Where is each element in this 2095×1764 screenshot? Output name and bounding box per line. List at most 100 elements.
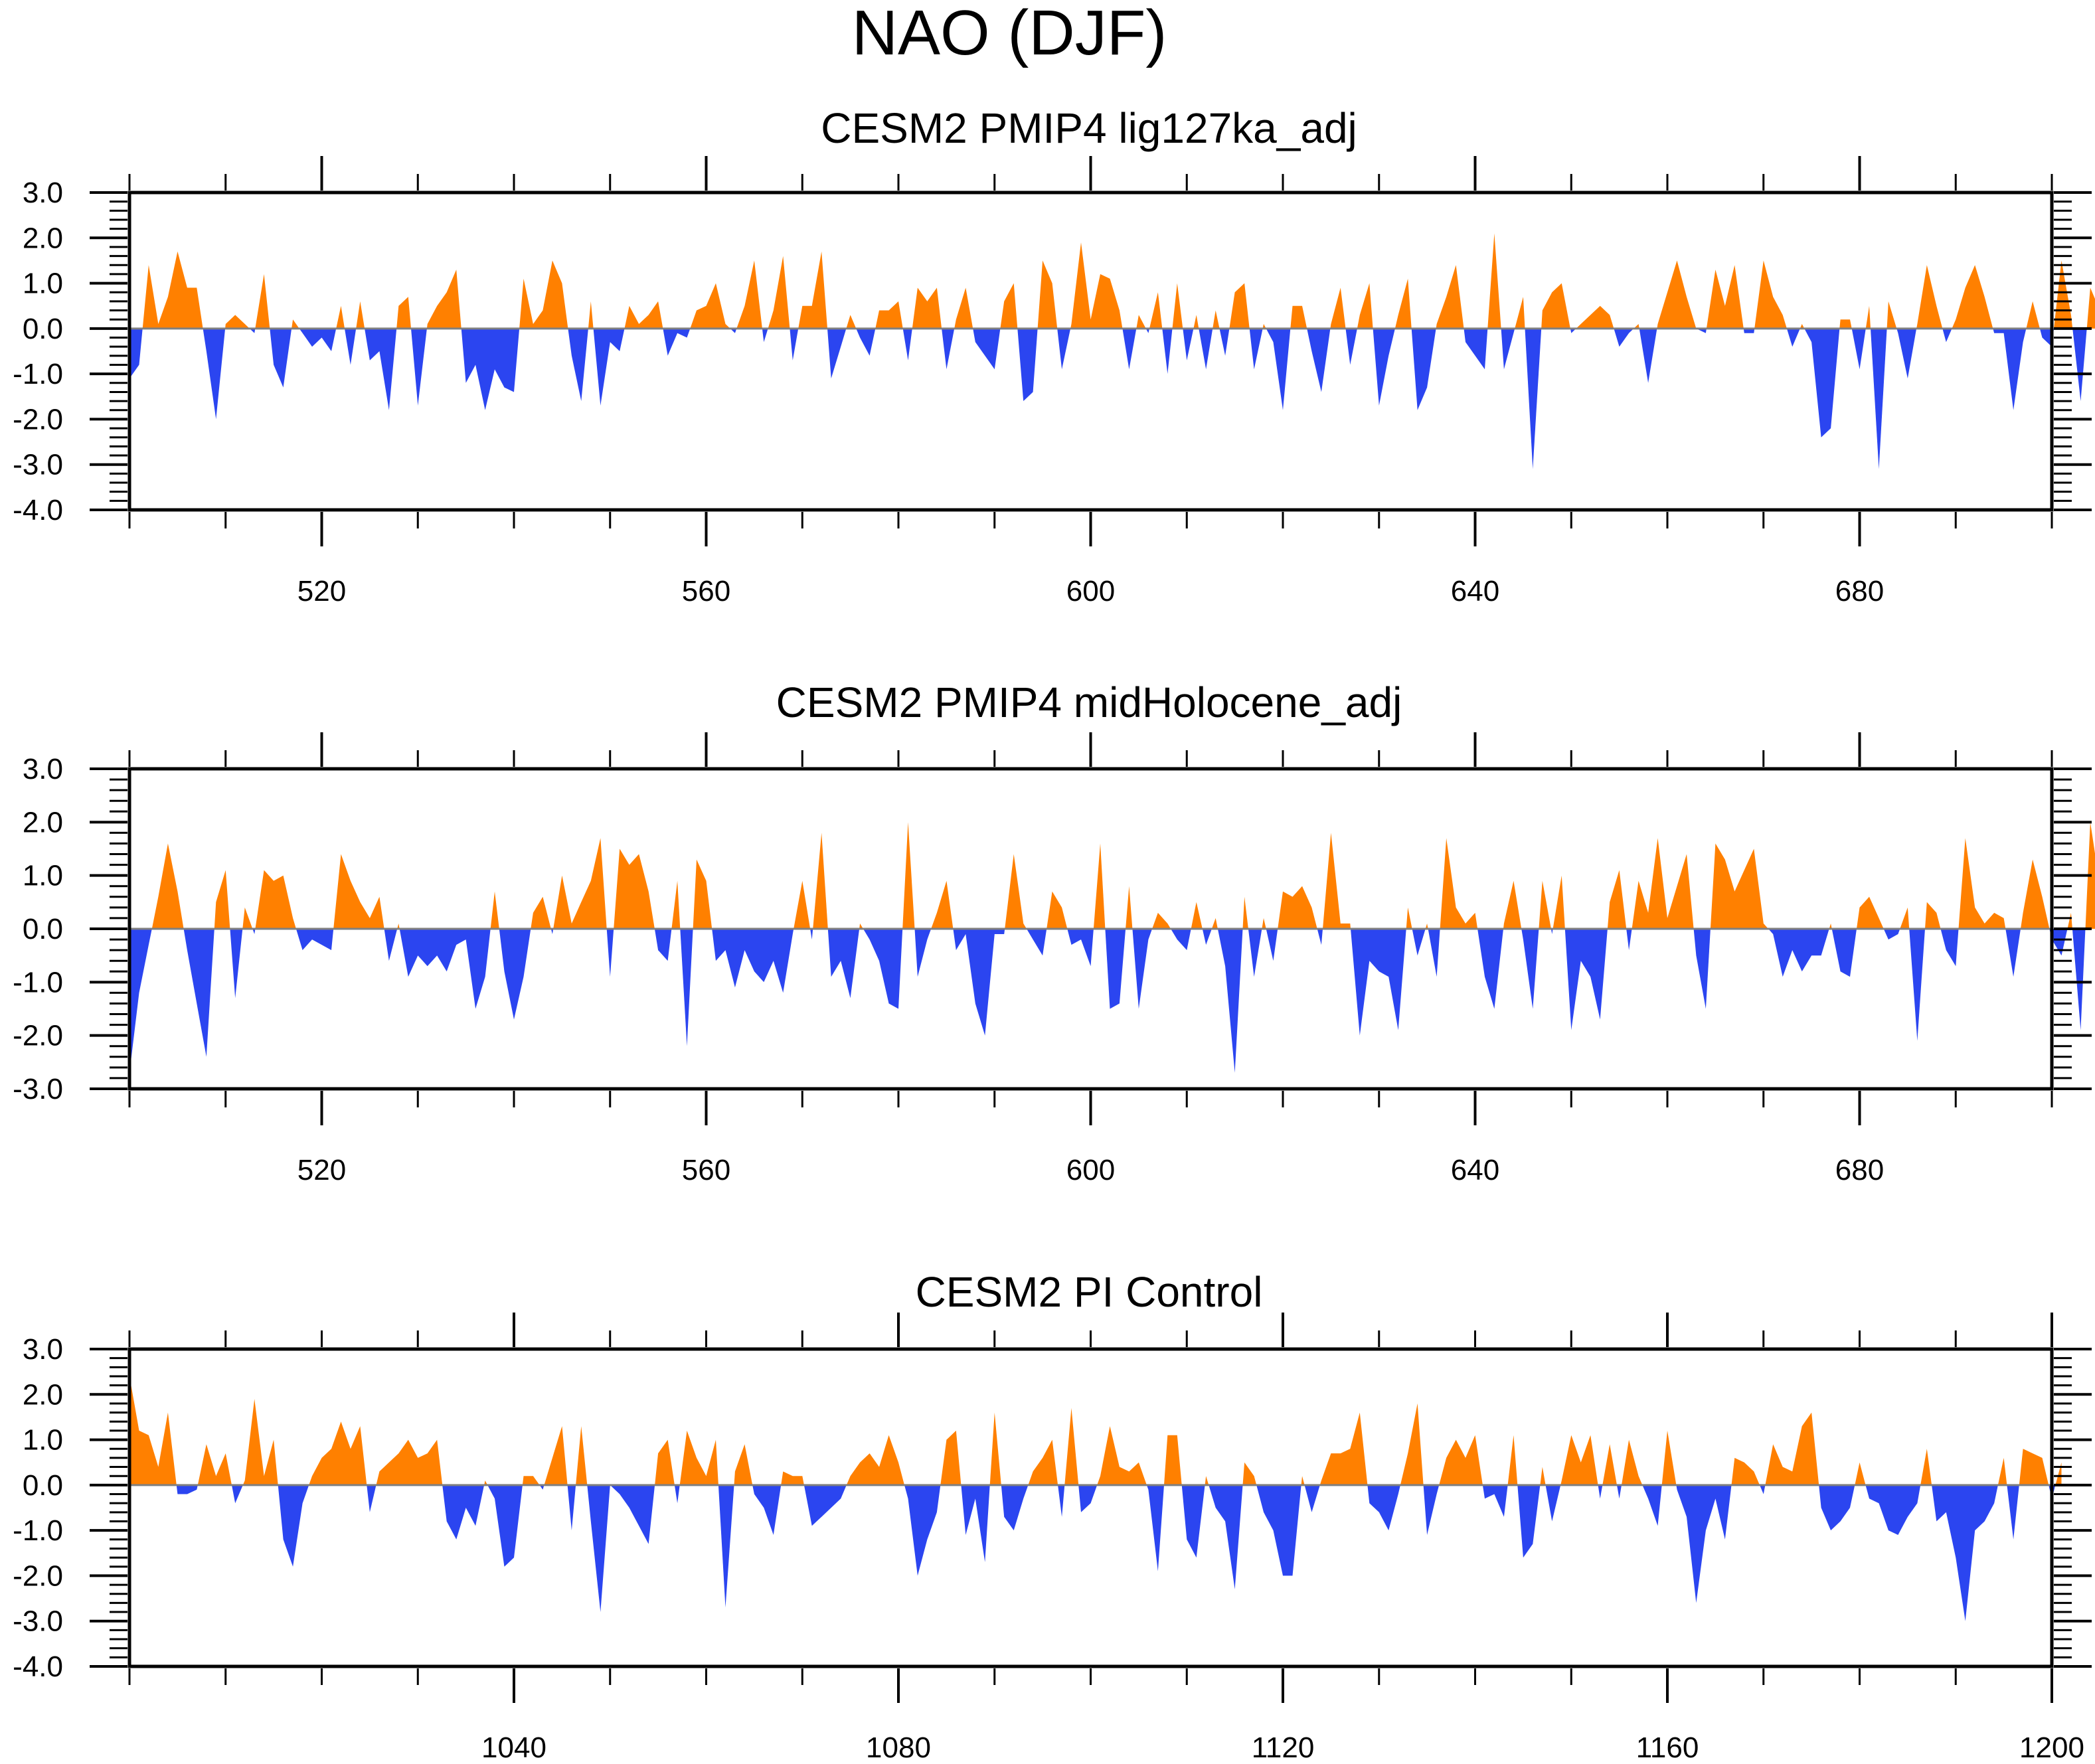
y-tick-label: 3.0: [23, 1333, 63, 1366]
negative-area-segment: [680, 929, 693, 1046]
negative-area-segment: [1909, 929, 1925, 1041]
negative-area-segment: [718, 1484, 734, 1608]
positive-area-segment: [931, 880, 954, 929]
positive-area-segment: [1290, 305, 1307, 329]
positive-area-segment: [1515, 297, 1525, 329]
negative-area-segment: [856, 328, 876, 356]
positive-area-segment: [426, 270, 461, 329]
negative-area-segment: [1209, 1484, 1243, 1589]
x-tick-label: 600: [1066, 1154, 1115, 1186]
negative-area-segment: [1078, 1484, 1098, 1512]
x-tick-label: 1200: [2019, 1731, 2084, 1764]
negative-area-segment: [1307, 328, 1331, 392]
panel-title-pi-control: CESM2 PI Control: [916, 1268, 1263, 1316]
positive-area-segment: [1539, 880, 1551, 929]
negative-area-segment: [1132, 929, 1153, 1009]
positive-area-segment: [519, 260, 568, 329]
positive-area-segment: [1661, 1430, 1677, 1485]
positive-area-segment: [214, 870, 230, 929]
positive-area-segment: [1172, 283, 1183, 329]
positive-area-segment: [1191, 902, 1203, 929]
y-tick-label: 0.0: [23, 1469, 63, 1502]
positive-area-segment: [1439, 1435, 1483, 1485]
negative-area-segment: [961, 1484, 990, 1562]
negative-area-segment: [1001, 1484, 1029, 1531]
positive-area-segment: [1634, 324, 1639, 329]
positive-area-segment: [655, 1439, 675, 1485]
negative-area-segment: [203, 328, 226, 420]
positive-area-segment: [376, 1439, 443, 1485]
negative-area-segment: [1351, 929, 1406, 1036]
negative-area-segment: [1146, 1484, 1164, 1571]
y-tick-label: -3.0: [13, 1605, 63, 1638]
positive-area-segment: [1997, 1457, 2007, 1485]
negative-area-segment: [1871, 328, 1887, 469]
y-tick-label: 1.0: [23, 268, 63, 300]
negative-area-segment: [1626, 929, 1632, 951]
negative-area-segment: [1525, 328, 1542, 469]
positive-area-segment: [624, 301, 663, 329]
positive-area-segment: [940, 1430, 962, 1485]
x-tick-label: 1120: [1252, 1731, 1315, 1764]
negative-area-segment: [942, 328, 955, 370]
positive-area-segment: [1262, 324, 1266, 329]
negative-area-segment: [1202, 929, 1212, 945]
negative-area-segment: [1199, 328, 1213, 370]
positive-area-segment: [1213, 310, 1220, 329]
negative-area-segment: [1598, 1484, 1603, 1499]
x-tick-label: 640: [1451, 1154, 1499, 1186]
panel-title-lig127ka: CESM2 PMIP4 lig127ka_adj: [821, 104, 1357, 152]
y-tick-label: 2.0: [23, 1378, 63, 1411]
positive-area-segment: [242, 1399, 278, 1485]
positive-area-segment: [356, 301, 365, 329]
negative-area-segment: [953, 929, 1005, 1036]
negative-area-segment: [863, 929, 903, 1009]
negative-area-segment: [1642, 1484, 1662, 1526]
negative-area-segment: [730, 328, 737, 333]
negative-area-segment: [1639, 328, 1657, 383]
positive-area-segment: [1262, 918, 1266, 929]
positive-area-segment: [1097, 1426, 1147, 1485]
positive-area-segment: [1330, 287, 1346, 329]
y-tick-label: -1.0: [13, 1514, 63, 1547]
negative-area-segment: [1477, 929, 1503, 1009]
negative-area-segment: [1266, 929, 1278, 961]
positive-area-segment: [1602, 1444, 1617, 1485]
x-tick-label: 680: [1835, 575, 1884, 607]
positive-area-segment: [1242, 1462, 1257, 1485]
positive-area-segment: [1193, 315, 1199, 329]
negative-area-segment: [914, 929, 932, 977]
positive-area-segment: [1541, 283, 1570, 329]
positive-area-segment: [614, 848, 655, 929]
positive-area-segment: [1607, 870, 1627, 929]
positive-area-segment: [292, 319, 299, 329]
negative-area-segment: [1183, 328, 1194, 361]
positive-area-segment: [309, 1421, 367, 1485]
positive-area-segment: [846, 1435, 904, 1485]
negative-area-segment: [1345, 328, 1357, 365]
negative-area-segment: [674, 1484, 680, 1504]
negative-area-segment: [1564, 929, 1608, 1030]
positive-area-segment: [1540, 1467, 1546, 1485]
negative-area-segment: [1162, 328, 1173, 374]
negative-area-segment: [1412, 929, 1426, 956]
negative-area-segment: [1428, 929, 1440, 977]
positive-area-segment: [1149, 292, 1163, 329]
plot-frame: [127, 191, 2054, 512]
negative-area-segment: [973, 328, 1001, 370]
negative-area-segment: [299, 328, 337, 351]
negative-area-segment: [606, 929, 614, 977]
positive-area-segment: [1622, 1439, 1643, 1485]
negative-area-segment: [593, 328, 625, 406]
negative-area-segment: [2072, 328, 2087, 402]
negative-area-segment: [1614, 328, 1634, 347]
negative-area-segment: [442, 1484, 485, 1540]
figure-title: NAO (DJF): [852, 0, 1167, 68]
positive-area-segment: [1731, 1457, 1760, 1485]
negative-area-segment: [712, 929, 794, 993]
negative-area-segment: [1851, 328, 1866, 370]
positive-area-segment: [1394, 278, 1412, 329]
positive-area-segment: [798, 251, 827, 329]
y-tick-label: 0.0: [23, 913, 63, 945]
negative-area-segment: [1617, 1484, 1622, 1499]
